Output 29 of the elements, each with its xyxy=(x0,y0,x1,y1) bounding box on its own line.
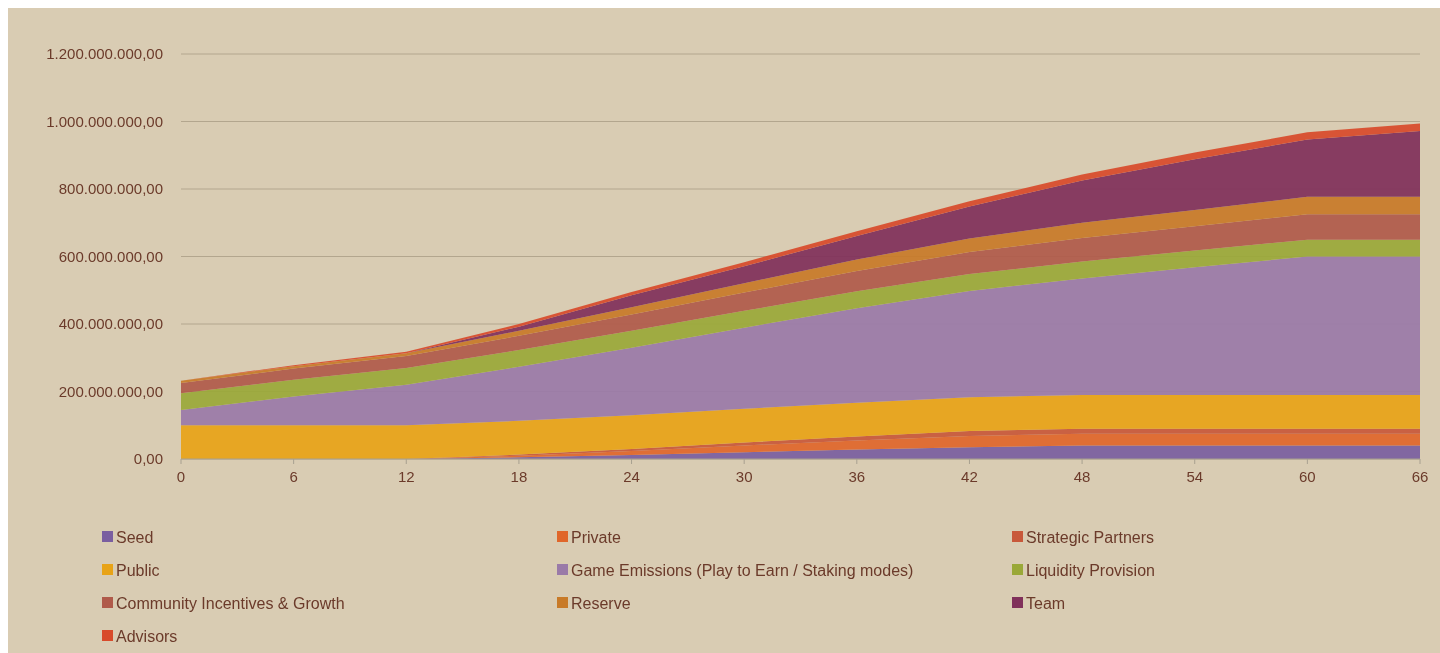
legend-label: Community Incentives & Growth xyxy=(116,594,345,612)
y-tick-label: 400.000.000,00 xyxy=(58,315,163,333)
legend-label: Advisors xyxy=(116,627,178,645)
x-tick-label: 42 xyxy=(961,468,978,485)
legend-label: Reserve xyxy=(571,594,631,612)
x-tick-label: 0 xyxy=(176,468,186,485)
y-tick-label: 800.000.000,00 xyxy=(58,180,163,198)
y-tick-label: 200.000.000,00 xyxy=(58,382,163,400)
y-tick-label: 600.000.000,00 xyxy=(58,247,163,265)
x-tick-label: 30 xyxy=(735,468,753,485)
y-tick-label: 0,00 xyxy=(133,450,163,468)
legend-label: Strategic Partners xyxy=(1026,528,1155,546)
legend-label: Team xyxy=(1026,594,1066,612)
x-tick-label: 48 xyxy=(1073,468,1091,485)
y-tick-label: 1.200.000.000,00 xyxy=(46,45,163,63)
x-tick-label: 36 xyxy=(848,468,866,485)
legend-label: Public xyxy=(116,561,160,579)
y-tick-label: 1.000.000.000,00 xyxy=(46,112,163,130)
x-tick-label: 54 xyxy=(1186,468,1204,485)
x-tick-label: 12 xyxy=(397,468,415,485)
x-tick-label: 6 xyxy=(289,468,298,485)
legend-label: Seed xyxy=(116,528,154,546)
legend-label: Game Emissions (Play to Earn / Staking modes) xyxy=(571,561,914,579)
legend-label: Liquidity Provision xyxy=(1026,561,1155,579)
x-tick-label: 60 xyxy=(1299,468,1316,485)
x-tick-label: 66 xyxy=(1411,468,1429,485)
x-tick-label: 24 xyxy=(623,468,640,485)
x-tick-label: 18 xyxy=(510,468,528,485)
legend-label: Private xyxy=(571,528,621,546)
